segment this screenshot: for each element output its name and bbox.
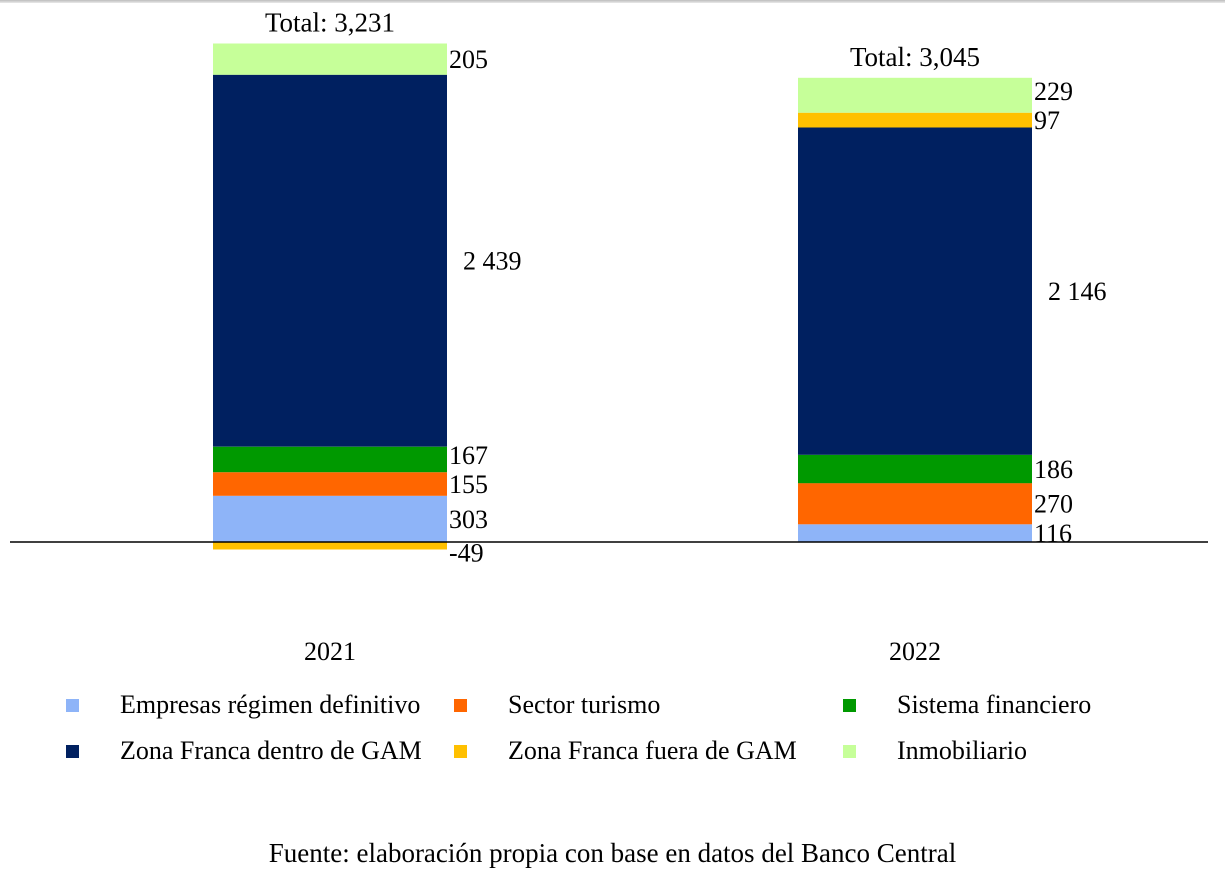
legend-swatch bbox=[454, 698, 467, 712]
legend-label: Zona Franca fuera de GAM bbox=[508, 736, 797, 765]
legend-swatch bbox=[454, 744, 467, 758]
legend-item: Zona Franca fuera de GAM bbox=[454, 736, 797, 766]
data-label: -49 bbox=[449, 539, 484, 568]
legend-swatch bbox=[843, 744, 856, 758]
data-label: 229 bbox=[1034, 77, 1073, 106]
total-label: Total: 3,231 bbox=[265, 8, 395, 38]
legend-label: Sistema financiero bbox=[897, 690, 1092, 719]
legend-swatch bbox=[843, 698, 856, 712]
source-note: Fuente: elaboración propia con base en d… bbox=[268, 838, 957, 868]
bar-segment bbox=[213, 446, 447, 473]
bar-segment bbox=[798, 454, 1032, 484]
legend-swatch bbox=[66, 698, 79, 712]
bar-segment bbox=[213, 472, 447, 496]
bar-segment bbox=[798, 112, 1032, 128]
bar-segment bbox=[798, 127, 1032, 455]
data-label: 303 bbox=[449, 505, 488, 534]
legend-item: Sistema financiero bbox=[843, 690, 1091, 720]
bar-segment bbox=[213, 495, 447, 542]
legend-label: Inmobiliario bbox=[897, 736, 1027, 765]
category-label: 2021 bbox=[304, 637, 356, 666]
data-label: 97 bbox=[1034, 106, 1060, 135]
legend-label: Empresas régimen definitivo bbox=[120, 690, 421, 719]
data-label: 2 439 bbox=[463, 247, 522, 276]
bar-segment bbox=[213, 542, 447, 550]
category-label: 2022 bbox=[889, 637, 941, 666]
data-label: 155 bbox=[449, 470, 488, 499]
data-label: 2 146 bbox=[1048, 277, 1107, 306]
top-border bbox=[0, 0, 1225, 3]
chart-legend: Empresas régimen definitivo Sector turism… bbox=[0, 682, 1225, 782]
bar-segment bbox=[798, 524, 1032, 542]
data-label: 270 bbox=[1034, 490, 1073, 519]
legend-item: Inmobiliario bbox=[843, 736, 1027, 766]
data-label: 116 bbox=[1034, 519, 1072, 548]
bar-segment bbox=[213, 43, 447, 75]
legend-item: Sector turismo bbox=[454, 690, 660, 720]
data-label: 167 bbox=[449, 441, 488, 470]
bar-segment bbox=[213, 74, 447, 447]
legend-label: Zona Franca dentro de GAM bbox=[120, 736, 422, 765]
bar-segment bbox=[798, 483, 1032, 525]
data-label: 205 bbox=[449, 45, 488, 74]
total-label: Total: 3,045 bbox=[850, 42, 980, 72]
data-label: 186 bbox=[1034, 455, 1073, 484]
legend-label: Sector turismo bbox=[508, 690, 661, 719]
legend-item: Zona Franca dentro de GAM bbox=[66, 736, 422, 766]
bar-segment bbox=[798, 77, 1032, 113]
legend-item: Empresas régimen definitivo bbox=[66, 690, 420, 720]
legend-swatch bbox=[66, 744, 79, 758]
